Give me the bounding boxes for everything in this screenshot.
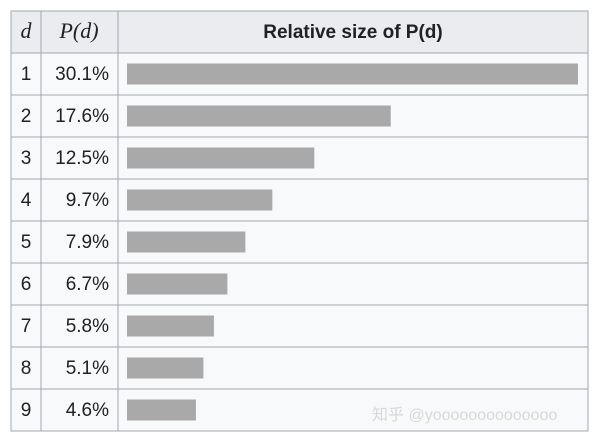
row-label: 2 [21,106,32,127]
row-label: 7 [21,316,32,337]
value-label: 12.5% [55,148,109,169]
row-label: 3 [21,148,32,169]
value-label: 7.9% [66,232,109,253]
bar [127,231,246,253]
row-label: 6 [21,274,32,295]
table-header [10,10,589,54]
value-label: 30.1% [55,64,109,85]
row-label: 1 [21,64,32,85]
value-label: 6.7% [66,274,109,295]
watermark: 知乎 @yoooooooooooooo [372,406,557,424]
column-header: Relative size of P(d) [263,22,443,43]
bar [127,147,315,169]
bar [127,63,578,85]
bar [127,189,273,211]
row-label: 4 [21,190,32,211]
value-label: 4.6% [66,400,109,421]
value-label: 9.7% [66,190,109,211]
column-header: d [21,18,33,43]
row-label: 5 [21,232,32,253]
row-label: 8 [21,358,32,379]
bar [127,105,391,127]
bar [127,399,196,421]
bar [127,357,204,379]
value-label: 17.6% [55,106,109,127]
column-header: P(d) [58,18,98,43]
bar [127,273,228,295]
value-label: 5.8% [66,316,109,337]
row-label: 9 [21,400,32,421]
value-label: 5.1% [66,358,109,379]
bar [127,315,214,337]
